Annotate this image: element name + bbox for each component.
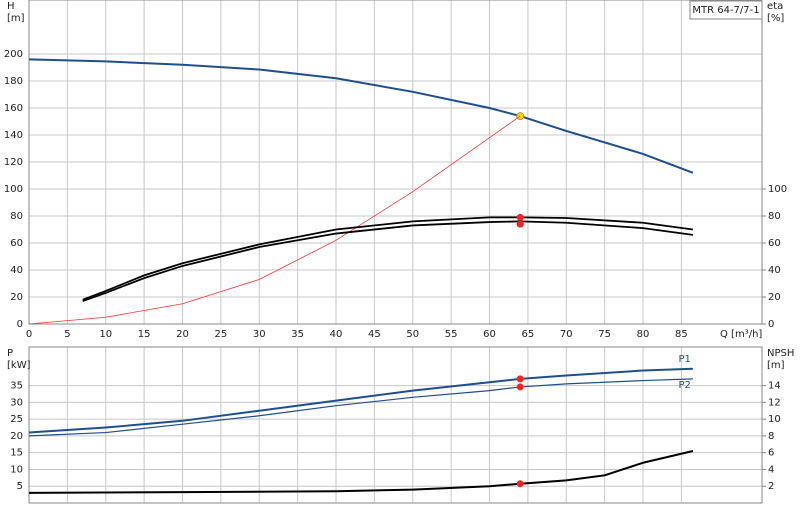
chart-title: MTR 64-7/7-1 [692,5,759,16]
y-tick-label: 40 [10,265,23,276]
y-tick-label: 35 [10,381,23,392]
operating-point [516,480,524,488]
y-tick-label: 80 [10,211,23,222]
y-axis-label: H [7,1,15,12]
series-line [28,115,521,325]
series-line [28,367,693,434]
y-tick-label: 10 [10,464,23,475]
x-tick-label: 70 [560,329,573,340]
operating-point [516,213,524,221]
x-tick-label: 45 [368,329,381,340]
x-tick-label: 30 [253,329,266,340]
y2-tick-label: 6 [768,448,774,459]
legend-label: P2 [679,380,691,391]
y-axis-label: [kW] [7,360,31,371]
y2-axis-label: [m] [767,360,785,371]
y-tick-label: 0 [17,319,23,330]
y-tick-label: 120 [4,157,23,168]
operating-point [516,375,524,383]
x-tick-label: 40 [330,329,343,340]
y2-axis-label: [%] [767,13,784,24]
series-line [28,378,693,437]
y-axis-label: P [7,348,13,359]
y2-tick-label: 40 [768,265,781,276]
y2-axis-label: eta [767,1,783,12]
x-tick-label: 35 [291,329,304,340]
y-tick-label: 100 [4,184,23,195]
x-tick-label: 20 [176,329,189,340]
x-tick-label: 15 [138,329,151,340]
x-tick-label: 10 [99,329,112,340]
y2-tick-label: 4 [768,464,774,475]
plot-frame [28,346,763,504]
series-line [82,216,694,301]
y-tick-label: 180 [4,76,23,87]
x-tick-label: 50 [406,329,419,340]
x-tick-label: 80 [637,329,650,340]
y-tick-label: 20 [10,292,23,303]
x-tick-label: 55 [445,329,458,340]
y-tick-label: 200 [4,49,23,60]
y2-tick-label: 10 [768,414,781,425]
x-tick-label: 60 [483,329,496,340]
operating-point [516,383,524,391]
legend-label: P1 [679,354,691,365]
x-tick-label: 0 [26,329,32,340]
y2-tick-label: 20 [768,292,781,303]
y2-tick-label: 8 [768,431,774,442]
x-axis-label: Q [m³/h] [720,329,762,340]
series-line [28,58,694,174]
x-tick-label: 25 [215,329,228,340]
title-box [689,0,763,20]
y2-tick-label: 100 [768,184,787,195]
y2-tick-label: 12 [768,397,781,408]
plot-frame [28,0,763,325]
y-tick-label: 30 [10,397,23,408]
y2-tick-label: 14 [768,381,781,392]
y-tick-label: 5 [17,481,23,492]
y2-tick-label: 0 [768,319,774,330]
x-tick-label: 85 [675,329,688,340]
y-tick-label: 20 [10,431,23,442]
y-axis-label: [m] [7,13,25,24]
x-tick-label: 5 [64,329,70,340]
y-tick-label: 160 [4,103,23,114]
x-tick-label: 75 [598,329,611,340]
y2-tick-label: 2 [768,481,774,492]
x-tick-label: 65 [522,329,535,340]
y-tick-label: 25 [10,414,23,425]
y2-tick-label: 80 [768,211,781,222]
y-tick-label: 60 [10,238,23,249]
series-line [82,220,694,302]
y2-tick-label: 60 [768,238,781,249]
y-tick-label: 140 [4,130,23,141]
y-tick-label: 15 [10,448,23,459]
series-line [28,450,694,494]
y2-axis-label: NPSH [767,348,794,359]
operating-point [516,220,524,228]
